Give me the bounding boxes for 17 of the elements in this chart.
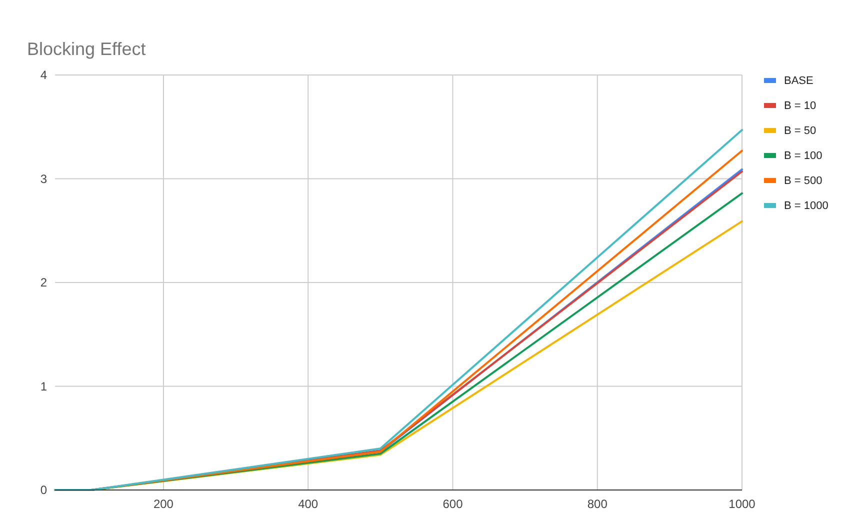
y-tick-label: 4 [40,68,48,82]
x-tick-label: 1000 [728,497,756,511]
y-tick-label: 1 [40,379,48,394]
x-tick-label: 800 [587,497,608,511]
x-tick-label: 600 [442,497,464,511]
legend-label: B = 500 [784,174,822,187]
y-tick-label: 3 [40,172,48,186]
chart-title: Blocking Effect [27,39,146,59]
legend-label: B = 1000 [784,200,828,212]
legend-label: B = 10 [784,100,816,112]
y-tick-label: 2 [40,276,48,290]
legend-label: B = 50 [784,124,816,137]
legend-label: BASE [784,74,814,87]
y-tick-label: 0 [40,483,48,498]
x-tick-label: 200 [153,497,174,511]
legend-label: B = 100 [784,150,822,162]
x-tick-label: 400 [298,497,318,511]
